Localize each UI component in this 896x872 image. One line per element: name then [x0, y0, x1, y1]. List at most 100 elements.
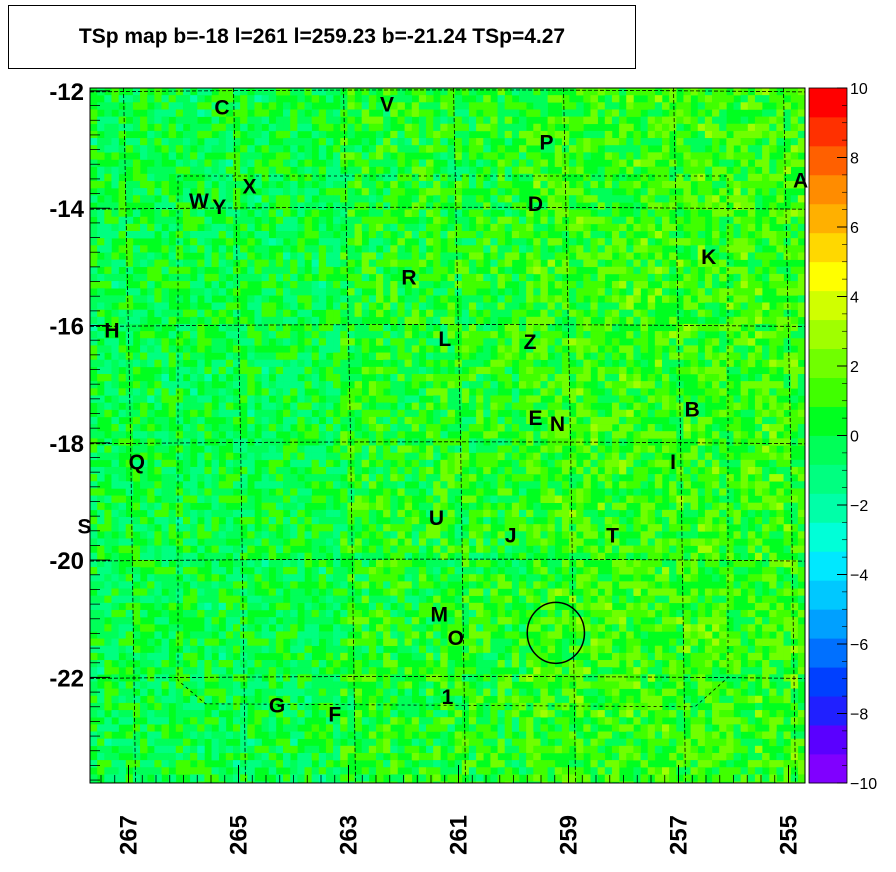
heatmap-cell [390, 445, 398, 453]
heatmap-cell [233, 188, 241, 196]
heatmap-cell [97, 316, 105, 325]
heatmap-cell [340, 252, 348, 260]
heatmap-cell [275, 402, 284, 411]
heatmap-cell [733, 302, 741, 310]
heatmap-cell [361, 338, 370, 346]
heatmap-cell [411, 474, 420, 482]
heatmap-cell [111, 388, 119, 396]
heatmap-cell [361, 216, 370, 225]
heatmap-cell [468, 524, 477, 532]
heatmap-cell [511, 559, 520, 568]
heatmap-cell [275, 273, 284, 282]
heatmap-cell [626, 180, 634, 189]
heatmap-cell [468, 102, 477, 110]
heatmap-cell [733, 502, 741, 511]
heatmap-cell [261, 452, 270, 461]
heatmap-cell [690, 552, 699, 561]
heatmap-cell [697, 216, 706, 225]
heatmap-cell [376, 416, 384, 425]
heatmap-cell [111, 138, 119, 146]
heatmap-cell [676, 309, 684, 318]
heatmap-cell [504, 345, 513, 353]
heatmap-cell [290, 331, 298, 339]
heatmap-cell [211, 195, 219, 203]
heatmap-cell [526, 273, 534, 282]
heatmap-cell [97, 345, 105, 353]
heatmap-cell [590, 202, 598, 210]
heatmap-cell [461, 352, 470, 360]
heatmap-cell [619, 309, 627, 318]
heatmap-cell [604, 166, 613, 175]
heatmap-cell [182, 88, 191, 96]
heatmap-cell [583, 366, 591, 375]
heatmap-cell [297, 288, 305, 296]
heatmap-cell [361, 323, 370, 332]
heatmap-cell [783, 152, 791, 160]
heatmap-cell [190, 409, 198, 418]
heatmap-cell [519, 466, 527, 475]
heatmap-cell [726, 509, 734, 518]
heatmap-cell [654, 166, 663, 175]
heatmap-cell [547, 359, 556, 368]
heatmap-cell [611, 338, 620, 346]
heatmap-cell [719, 323, 727, 332]
heatmap-cell [519, 130, 527, 139]
heatmap-cell [590, 331, 598, 339]
heatmap-cell [454, 138, 463, 146]
heatmap-cell [433, 502, 441, 511]
heatmap-cell [626, 381, 634, 389]
heatmap-cell [426, 559, 434, 568]
heatmap-cell [247, 559, 255, 568]
heatmap-cell [268, 159, 277, 167]
heatmap-cell [633, 273, 641, 282]
heatmap-cell [175, 381, 184, 389]
chart-title-box: TSp map b=-18 l=261 l=259.23 b=-21.24 TS… [8, 5, 636, 69]
heatmap-cell [783, 431, 791, 439]
heatmap-cell [704, 466, 713, 475]
heatmap-cell [354, 145, 362, 153]
heatmap-cell [754, 316, 763, 325]
heatmap-cell [683, 223, 691, 232]
heatmap-cell [132, 288, 141, 296]
heatmap-cell [654, 459, 663, 468]
heatmap-cell [318, 252, 327, 260]
heatmap-cell [769, 345, 777, 353]
heatmap-cell [654, 388, 663, 396]
heatmap-cell [218, 188, 227, 196]
heatmap-cell [633, 466, 641, 475]
heatmap-cell [604, 88, 613, 96]
heatmap-cell [504, 173, 513, 182]
heatmap-cell [769, 445, 777, 453]
heatmap-cell [447, 316, 455, 325]
heatmap-cell [132, 323, 141, 332]
heatmap-cell [511, 245, 520, 253]
heatmap-cell [318, 180, 327, 189]
heatmap-cell [504, 366, 513, 375]
heatmap-cell [190, 366, 198, 375]
heatmap-cell [233, 166, 241, 175]
heatmap-cell [325, 338, 334, 346]
heatmap-cell [218, 223, 227, 232]
heatmap-cell [311, 395, 320, 403]
heatmap-cell [433, 538, 441, 546]
heatmap-cell [383, 202, 391, 210]
heatmap-cell [254, 130, 262, 139]
heatmap-cell [454, 223, 463, 232]
heatmap-cell [426, 388, 434, 396]
heatmap-cell [175, 252, 184, 260]
heatmap-cell [404, 166, 413, 175]
heatmap-cell [797, 130, 805, 139]
heatmap-cell [340, 517, 348, 525]
heatmap-cell [140, 95, 148, 103]
heatmap-cell [197, 281, 205, 289]
heatmap-cell [304, 123, 312, 132]
heatmap-cell [576, 409, 584, 418]
heatmap-cell [776, 252, 784, 260]
heatmap-cell [275, 173, 284, 182]
heatmap-cell [204, 195, 212, 203]
heatmap-cell [340, 138, 348, 146]
heatmap-cell [490, 359, 498, 368]
heatmap-cell [597, 88, 606, 96]
heatmap-cell [747, 281, 756, 289]
heatmap-cell [569, 145, 577, 153]
